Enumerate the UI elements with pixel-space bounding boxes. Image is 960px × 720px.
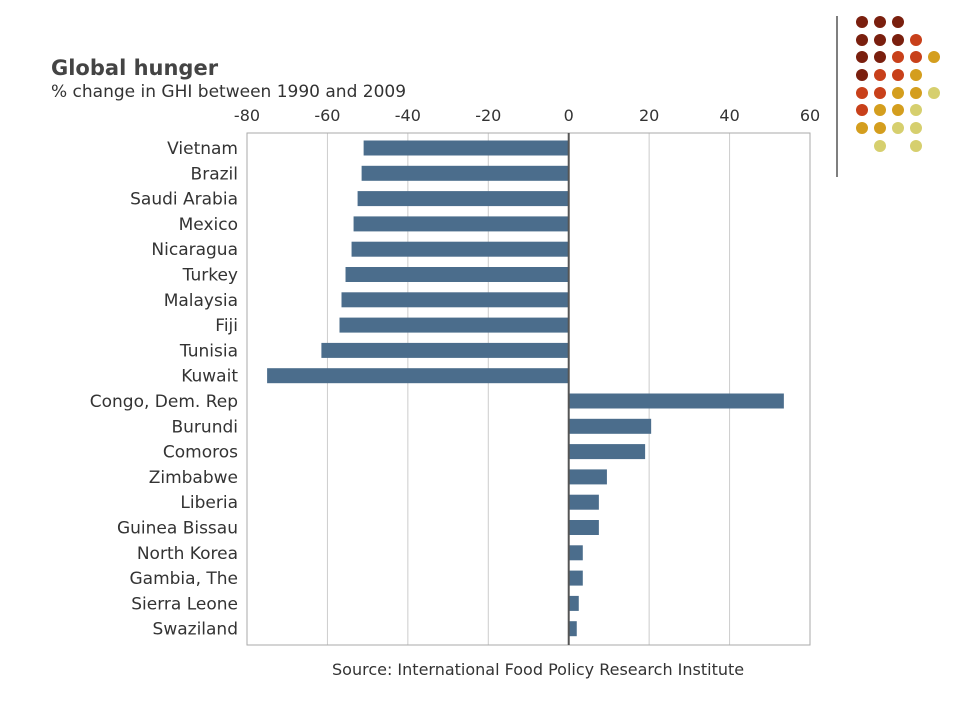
decorative-dot: [892, 34, 904, 46]
y-category-label: Fiji: [215, 316, 238, 336]
bar: [345, 267, 569, 282]
decorative-dot: [856, 34, 868, 46]
bar: [363, 140, 569, 156]
bar: [568, 418, 652, 434]
y-category-label: North Korea: [137, 544, 238, 564]
decorative-dot: [910, 140, 922, 152]
decorative-dot: [874, 16, 886, 28]
bar: [339, 317, 569, 333]
decorative-dot: [910, 87, 922, 99]
bar: [568, 621, 577, 637]
y-category-label: Gambia, The: [129, 569, 238, 589]
decorative-dot: [892, 16, 904, 28]
y-category-label: Congo, Dem. Rep: [90, 392, 238, 412]
decorative-dot: [856, 87, 868, 99]
decorative-dot: [856, 69, 868, 81]
bar: [568, 494, 599, 510]
x-tick-label: -40: [395, 106, 421, 125]
decorative-dot: [856, 104, 868, 116]
decorative-dot: [910, 122, 922, 134]
bar: [568, 520, 599, 535]
y-category-label: Malaysia: [164, 291, 238, 311]
y-category-label: Comoros: [163, 443, 238, 463]
decorative-dot: [874, 140, 886, 152]
decorative-dot: [892, 87, 904, 99]
bar: [353, 216, 569, 232]
decorative-dot: [892, 104, 904, 116]
y-category-label: Saudi Arabia: [130, 190, 238, 210]
decorative-dot: [856, 16, 868, 28]
y-category-label: Guinea Bissau: [117, 519, 238, 539]
y-category-label: Sierra Leone: [131, 594, 238, 614]
decorative-dot: [928, 51, 940, 63]
bar: [361, 165, 569, 181]
x-tick-label: 20: [639, 106, 659, 125]
decorative-dot: [910, 69, 922, 81]
x-tick-label: -60: [314, 106, 340, 125]
bar: [568, 469, 607, 485]
y-category-label: Vietnam: [167, 139, 238, 159]
decorative-dot: [910, 34, 922, 46]
bar: [568, 393, 784, 409]
y-category-label: Burundi: [172, 417, 239, 437]
decorative-dot: [874, 122, 886, 134]
decorative-dot: [892, 69, 904, 81]
x-tick-label: 0: [564, 106, 574, 125]
bar: [568, 570, 583, 586]
decorative-dot: [928, 87, 940, 99]
bar: [351, 241, 569, 257]
x-tick-label: 40: [719, 106, 739, 125]
bar: [568, 444, 646, 460]
chart-subtitle: % change in GHI between 1990 and 2009: [51, 82, 407, 102]
y-category-label: Liberia: [180, 493, 238, 513]
chart-title: Global hunger: [51, 56, 219, 80]
bar: [357, 191, 569, 207]
decorative-dot: [874, 34, 886, 46]
y-category-label: Turkey: [182, 266, 238, 286]
x-tick-label: 60: [800, 106, 820, 125]
decorative-dot: [856, 122, 868, 134]
y-category-label: Tunisia: [179, 341, 238, 361]
x-tick-label: -20: [475, 106, 501, 125]
decorative-dot: [892, 51, 904, 63]
plot-frame: [246, 132, 811, 646]
y-category-label: Brazil: [191, 164, 238, 184]
decorative-dot: [910, 104, 922, 116]
x-tick-label: -80: [234, 106, 260, 125]
y-category-label: Mexico: [179, 215, 238, 235]
bar: [341, 292, 569, 308]
bar: [568, 545, 583, 561]
decorative-dot: [910, 51, 922, 63]
decorative-dot: [874, 104, 886, 116]
y-category-label: Nicaragua: [151, 240, 238, 260]
decorative-dot: [874, 87, 886, 99]
decorative-dot: [874, 69, 886, 81]
y-category-label: Zimbabwe: [149, 468, 238, 488]
decorative-dot: [874, 51, 886, 63]
bar: [321, 342, 569, 358]
decorative-dot: [892, 122, 904, 134]
y-category-label: Kuwait: [181, 367, 238, 387]
bar: [267, 368, 569, 384]
decorative-dot: [856, 51, 868, 63]
chart-source: Source: International Food Policy Resear…: [332, 660, 745, 679]
y-category-label: Swaziland: [153, 620, 238, 640]
bar: [568, 595, 579, 611]
